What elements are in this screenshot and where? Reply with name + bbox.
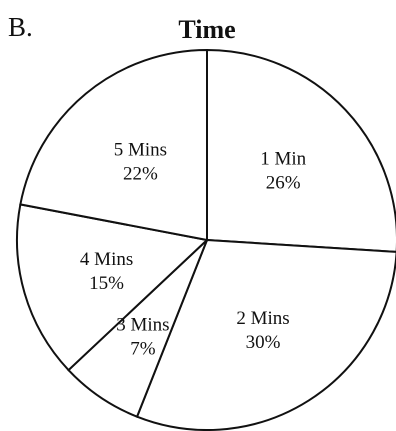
figure-label: B. (8, 12, 33, 42)
slice-percent-label: 22% (123, 164, 158, 185)
pie-slice-5 (19, 48, 208, 242)
pie-slice-1 (206, 48, 396, 253)
slice-percent-label: 30% (246, 332, 281, 353)
slice-name-label: 5 Mins (114, 140, 167, 161)
slice-percent-label: 7% (130, 338, 156, 359)
pie-labels: 1 Min 26% 2 Mins 30% 3 Mins 7% 4 Mins 15% 5 Mins… (80, 140, 307, 360)
pie-slice-2 (135, 238, 396, 431)
slice-percent-label: 26% (266, 173, 301, 194)
slice-name-label: 1 Min (260, 149, 306, 170)
slice-name-label: 2 Mins (236, 308, 289, 329)
slice-name-label: 4 Mins (80, 249, 133, 270)
pie-slice-4 (16, 203, 210, 372)
slice-percent-label: 15% (89, 273, 124, 294)
pie-slices (16, 48, 396, 431)
slice-name-label: 3 Mins (116, 314, 169, 335)
chart-title: Time (178, 15, 235, 44)
